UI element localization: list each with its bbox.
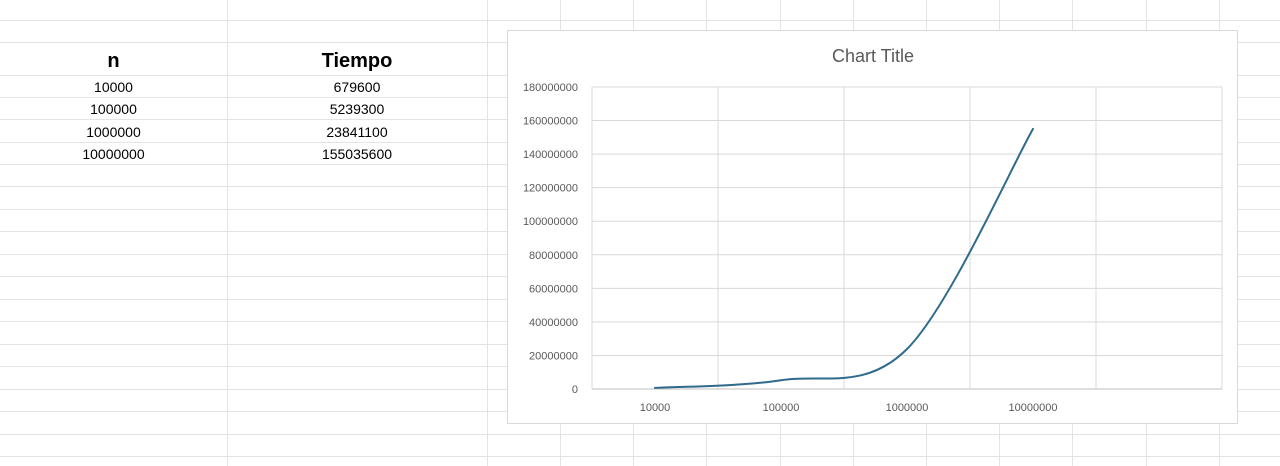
series-line[interactable] — [654, 127, 1034, 389]
cell-n[interactable]: 10000 — [94, 79, 133, 95]
row-line — [0, 456, 1280, 457]
cell-tiempo[interactable]: 679600 — [333, 79, 381, 95]
row-line — [0, 20, 1280, 21]
embedded-chart[interactable]: Chart Title 0 20000000 40000000 60000000 800… — [507, 30, 1238, 424]
x-tick-label: 100000 — [763, 402, 800, 414]
x-tick-label: 1000000 — [886, 402, 929, 414]
row-line — [0, 434, 1280, 435]
header-cell-n[interactable]: n — [107, 50, 120, 72]
header-cell-tiempo[interactable]: Tiempo — [321, 50, 393, 72]
y-tick-label: 80000000 — [529, 250, 578, 262]
cell-n[interactable]: 10000000 — [82, 146, 145, 162]
y-tick-label: 120000000 — [523, 183, 578, 195]
y-tick-label: 0 — [572, 384, 578, 396]
y-tick-label: 140000000 — [523, 149, 578, 161]
y-tick-label: 40000000 — [529, 317, 578, 329]
chart-title[interactable]: Chart Title — [832, 46, 914, 66]
line-chart-svg: Chart Title 0 20000000 40000000 60000000 800… — [523, 46, 1223, 414]
y-tick-label: 180000000 — [523, 82, 578, 94]
cell-tiempo[interactable]: 155035600 — [321, 146, 393, 162]
column-line — [227, 0, 228, 466]
cell-n[interactable]: 1000000 — [86, 124, 141, 140]
cell-tiempo[interactable]: 5239300 — [329, 101, 385, 117]
y-tick-label: 100000000 — [523, 216, 578, 228]
cell-n[interactable]: 100000 — [90, 101, 137, 117]
x-tick-label: 10000 — [640, 402, 671, 414]
y-tick-label: 160000000 — [523, 116, 578, 128]
column-line — [487, 0, 488, 466]
cell-tiempo[interactable]: 23841100 — [326, 124, 388, 140]
y-tick-label: 60000000 — [529, 283, 578, 295]
x-tick-label: 10000000 — [1009, 402, 1058, 414]
y-tick-label: 20000000 — [529, 350, 578, 362]
